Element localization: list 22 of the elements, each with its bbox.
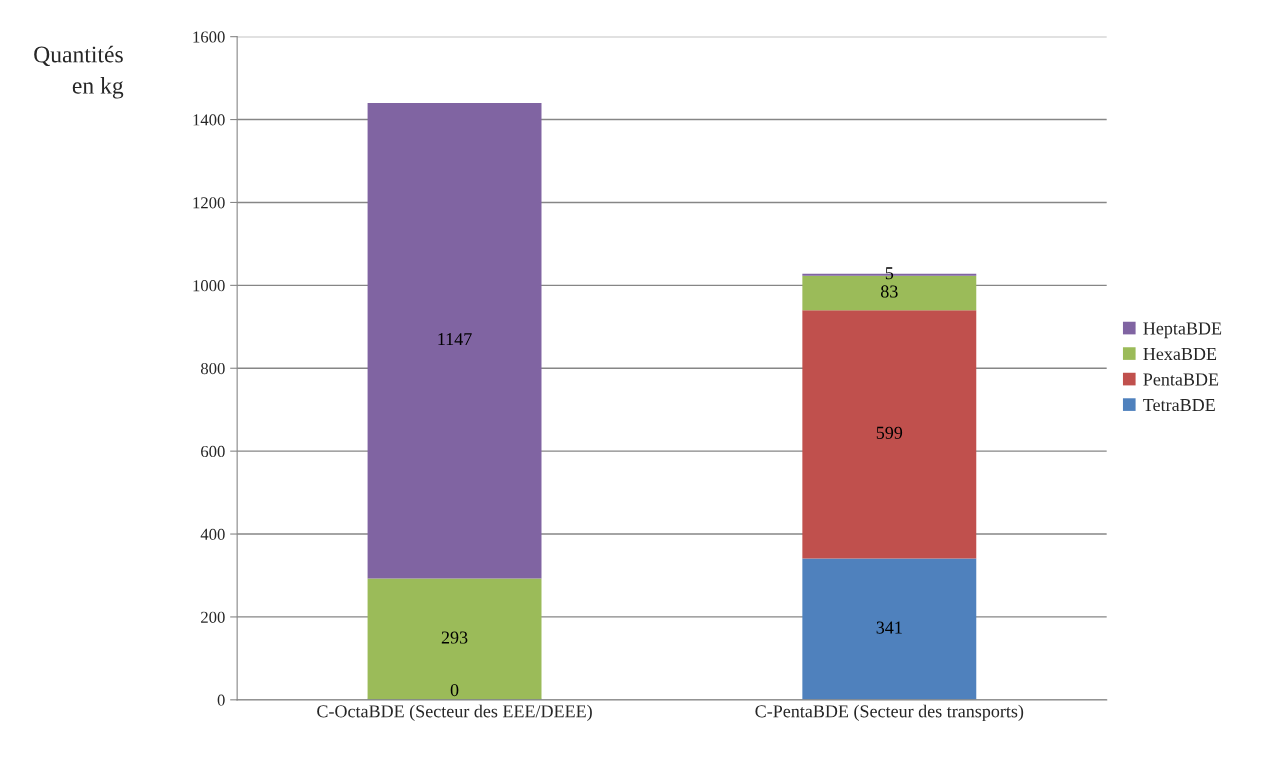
legend-label: PentaBDE [1143,373,1219,386]
data-label: 293 [441,631,468,644]
y-tick-label: 1000 [193,280,225,292]
data-label: 599 [876,426,903,439]
x-tick-label: C-OctaBDE (Secteur des EEE/DEEE) [317,704,592,722]
data-label: 0 [450,683,459,697]
y-tick-label: 1600 [193,31,225,43]
x-tick-label: C-PentaBDE (Secteur des transports) [755,704,1024,722]
y-tick-label: 600 [201,445,225,458]
legend-label: TetraBDE [1143,399,1215,412]
y-tick-label: 800 [200,362,225,375]
legend-label: HeptaBDE [1143,322,1222,339]
data-label: 1147 [438,333,472,346]
y-tick-label: 1200 [193,197,225,209]
y-tick-label: 0 [217,694,225,706]
legend-label: HexaBDE [1143,348,1217,361]
y-axis-title: Quantités en kg [34,45,124,99]
y-tick-label: 1400 [193,114,225,126]
y-tick-label: 400 [200,528,225,540]
data-label: 83 [880,285,898,298]
y-tick-label: 200 [201,611,225,623]
data-label: 341 [876,621,902,634]
